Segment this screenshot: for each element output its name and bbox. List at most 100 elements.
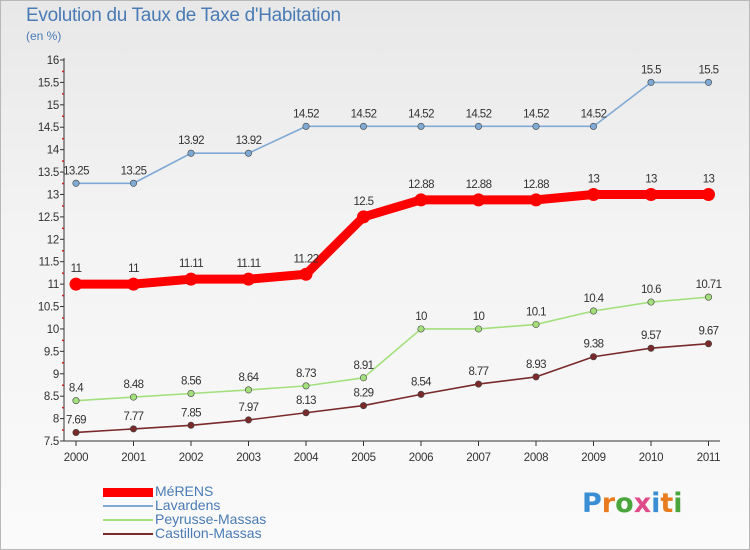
data-point (417, 325, 425, 333)
x-tick-label: 2004 (294, 452, 319, 464)
data-point (474, 380, 482, 388)
y-tick-label: 8 (53, 414, 59, 426)
y-tick-label: 7.5 (44, 436, 59, 448)
data-label: 12.88 (466, 179, 492, 191)
data-label: 11 (128, 263, 139, 275)
data-point (647, 298, 655, 306)
data-point (242, 272, 255, 286)
data-point (532, 122, 540, 130)
legend-item: Peyrusse-Massas (103, 511, 363, 528)
y-minor-tick (62, 93, 64, 95)
series-line-mérens (71, 189, 713, 289)
proxiti-logo: Proxiti (582, 488, 683, 519)
data-label: 13.92 (178, 135, 204, 147)
legend-item: Castillon-Massas (103, 525, 363, 542)
data-point (647, 78, 655, 86)
data-point (302, 122, 310, 130)
data-label: 14.52 (408, 108, 434, 120)
data-label: 7.85 (181, 407, 201, 419)
data-point (69, 277, 83, 291)
data-point (130, 179, 138, 187)
data-point (245, 149, 253, 157)
data-label: 10.4 (584, 293, 605, 305)
data-point (589, 122, 597, 130)
data-label: 12.88 (408, 179, 434, 191)
x-tick-label: 2009 (581, 452, 605, 464)
y-tick-label: 14.5 (38, 122, 59, 134)
series-line-lavardens (75, 81, 710, 185)
y-minor-tick (62, 70, 64, 73)
data-point (704, 78, 712, 86)
data-label: 8.56 (181, 375, 201, 387)
y-tick-label: 16 (47, 55, 59, 67)
data-point (184, 272, 198, 286)
data-point (529, 193, 543, 207)
logo-letter: P (582, 488, 602, 519)
data-point (359, 122, 367, 130)
legend-label: Castillon-Massas (155, 525, 262, 541)
legend-label: MéRENS (155, 483, 214, 499)
data-label: 8.48 (124, 379, 144, 391)
data-label: 13 (645, 173, 657, 185)
y-minor-tick (62, 160, 64, 162)
y-tick-label: 8.5 (44, 391, 59, 403)
logo-letter: i (651, 488, 661, 519)
data-label: 10.1 (526, 306, 546, 318)
data-point (302, 382, 310, 390)
y-tick-label: 11.5 (39, 257, 59, 269)
data-point (245, 416, 253, 424)
data-label: 8.4 (69, 383, 84, 395)
data-point (704, 293, 712, 301)
x-tick-label: 2001 (121, 452, 145, 464)
chart-title: Evolution du Taux de Taxe d'Habitation (26, 5, 341, 26)
y-minor-tick (62, 362, 64, 364)
data-point (472, 193, 485, 207)
data-label: 7.69 (66, 414, 86, 426)
y-minor-tick (62, 205, 64, 207)
data-label: 13 (703, 173, 715, 185)
x-tick-label: 2005 (351, 452, 375, 464)
y-minor-tick (62, 250, 64, 252)
data-label: 14.52 (351, 108, 377, 120)
data-point (130, 393, 138, 401)
y-minor-tick (62, 339, 64, 342)
data-point (359, 402, 367, 410)
data-label: 9.57 (641, 330, 661, 342)
data-point (302, 409, 310, 417)
data-label: 8.13 (296, 395, 316, 407)
data-point (72, 428, 80, 436)
logo-letter: x (633, 488, 652, 519)
y-tick-label: 10 (47, 324, 59, 336)
legend-swatch (103, 487, 153, 497)
data-point (187, 149, 195, 157)
data-label: 10.71 (696, 279, 722, 291)
data-label: 13.92 (236, 135, 262, 147)
data-label: 14.52 (293, 108, 319, 120)
x-tick-label: 2007 (466, 452, 490, 464)
legend-label: Peyrusse-Massas (155, 511, 267, 527)
data-label: 15.5 (641, 64, 661, 76)
data-label: 8.64 (239, 372, 260, 384)
y-minor-tick (62, 406, 64, 409)
x-tick-label: 2010 (639, 452, 663, 464)
data-label: 8.91 (354, 360, 374, 372)
y-minor-tick (62, 227, 64, 230)
data-label: 13 (588, 173, 600, 185)
data-label: 10 (473, 311, 485, 323)
data-point (357, 210, 370, 224)
data-point (587, 187, 600, 201)
y-minor-tick (62, 137, 64, 140)
data-label: 11.11 (236, 258, 260, 270)
chart-subtitle: (en %) (26, 29, 62, 43)
x-tick-label: 2011 (697, 452, 721, 464)
y-tick-label: 9 (53, 369, 59, 381)
series-line-peyrusse-massas (75, 296, 710, 402)
y-minor-tick (62, 294, 64, 297)
legend-label: Lavardens (155, 497, 221, 513)
data-point (532, 320, 540, 328)
data-label: 13.25 (121, 165, 147, 177)
y-tick-label: 13 (47, 189, 59, 201)
series-line-castillon-massas (75, 342, 710, 434)
